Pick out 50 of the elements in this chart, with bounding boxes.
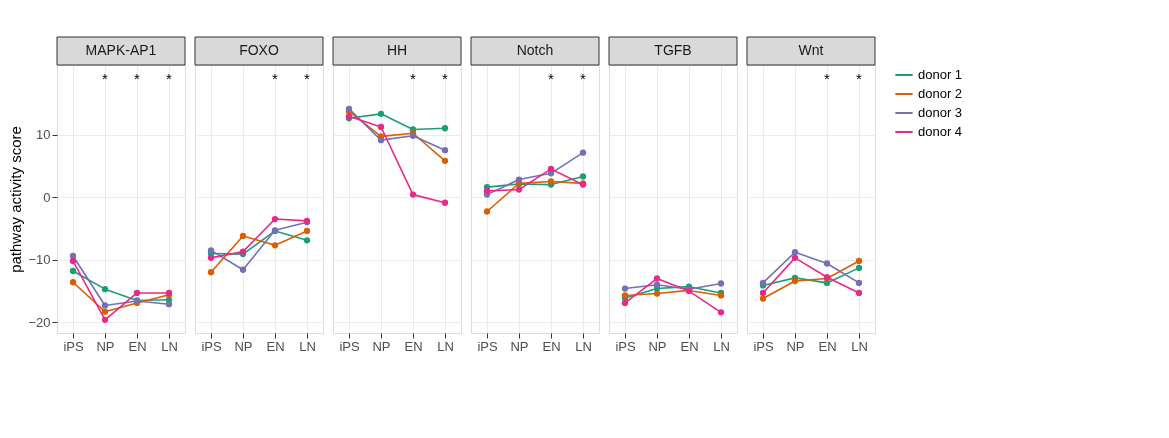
x-tick-label: LN	[437, 338, 454, 354]
x-tick-label: LN	[575, 338, 592, 354]
x-tick-label: NP	[372, 338, 391, 354]
y-tick-label: −20	[28, 314, 51, 330]
x-tick-label: EN	[680, 338, 699, 354]
legend-label: donor 2	[918, 86, 963, 101]
y-axis-title: pathway activity score	[7, 126, 25, 273]
chart-title: MAPK-AP1	[85, 42, 157, 58]
x-tick-label: iPS	[615, 338, 636, 354]
x-tick-label: iPS	[339, 338, 360, 354]
chart-title: TGFB	[654, 42, 692, 58]
annotation: *	[824, 70, 831, 87]
x-tick-label: LN	[161, 338, 178, 354]
y-tick-label: 0	[43, 189, 51, 205]
annotation: *	[272, 70, 279, 87]
annotation: *	[134, 70, 141, 87]
annotation: *	[410, 70, 417, 87]
annotation: *	[102, 70, 109, 87]
x-tick-label: iPS	[753, 338, 774, 354]
annotation: *	[548, 70, 555, 87]
x-tick-label: LN	[851, 338, 868, 354]
y-tick-label: −10	[28, 252, 51, 268]
x-tick-label: EN	[128, 338, 147, 354]
x-tick-label: NP	[648, 338, 667, 354]
chart-title: HH	[386, 42, 408, 58]
annotation: *	[166, 70, 173, 87]
annotation: *	[442, 70, 449, 87]
x-tick-label: LN	[299, 338, 316, 354]
chart-title: Notch	[516, 42, 554, 58]
legend-label: donor 4	[918, 124, 963, 139]
x-tick-label: NP	[786, 338, 805, 354]
x-tick-label: NP	[510, 338, 529, 354]
x-tick-label: EN	[266, 338, 285, 354]
annotation: *	[304, 70, 311, 87]
chart-title: FOXO	[239, 42, 279, 58]
x-tick-label: LN	[713, 338, 730, 354]
x-tick-label: EN	[818, 338, 837, 354]
y-tick-label: 10	[36, 127, 51, 142]
annotation: *	[580, 70, 587, 87]
x-tick-label: iPS	[63, 338, 84, 354]
chart-title: Wnt	[798, 42, 824, 58]
annotation: *	[856, 70, 863, 87]
x-tick-label: NP	[96, 338, 115, 354]
x-tick-label: EN	[404, 338, 423, 354]
x-tick-label: iPS	[201, 338, 222, 354]
x-tick-label: NP	[234, 338, 253, 354]
legend-label: donor 1	[918, 67, 963, 82]
x-tick-label: iPS	[477, 338, 498, 354]
x-tick-label: EN	[542, 338, 561, 354]
legend-label: donor 3	[918, 105, 963, 120]
